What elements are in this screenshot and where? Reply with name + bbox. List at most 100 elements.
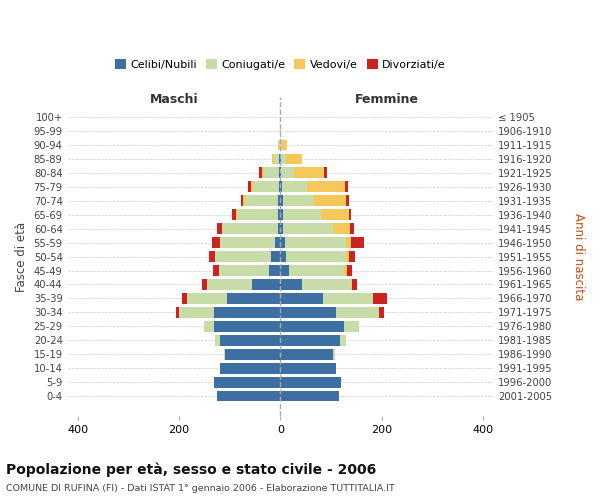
Bar — [280, 335, 340, 345]
Bar — [323, 293, 373, 304]
Bar — [241, 196, 244, 206]
Bar — [351, 237, 364, 248]
Bar — [283, 210, 321, 220]
Bar — [275, 237, 280, 248]
Bar — [280, 168, 281, 178]
Bar — [279, 182, 280, 192]
Bar — [259, 168, 262, 178]
Bar — [280, 237, 286, 248]
Bar — [307, 182, 345, 192]
Text: COMUNE DI RUFINA (FI) - Dati ISTAT 1° gennaio 2006 - Elaborazione TUTTITALIA.IT: COMUNE DI RUFINA (FI) - Dati ISTAT 1° ge… — [6, 484, 395, 493]
Bar — [272, 154, 274, 164]
Bar — [350, 224, 354, 234]
Bar — [253, 182, 279, 192]
Bar — [280, 293, 323, 304]
Bar — [205, 321, 214, 332]
Bar — [349, 251, 355, 262]
Bar — [280, 362, 336, 374]
Bar — [345, 182, 347, 192]
Bar — [302, 279, 351, 290]
Bar — [214, 307, 280, 318]
Bar — [207, 279, 253, 290]
Bar — [313, 196, 346, 206]
Bar — [349, 210, 351, 220]
Bar — [269, 265, 280, 276]
Bar — [251, 182, 253, 192]
Bar — [262, 168, 264, 178]
Bar — [373, 293, 387, 304]
Bar — [237, 210, 278, 220]
Bar — [281, 168, 294, 178]
Bar — [280, 251, 286, 262]
Bar — [347, 265, 352, 276]
Bar — [283, 224, 334, 234]
Text: Femmine: Femmine — [355, 93, 419, 106]
Bar — [278, 224, 280, 234]
Bar — [264, 168, 279, 178]
Bar — [245, 196, 278, 206]
Bar — [280, 390, 338, 402]
Bar — [220, 362, 280, 374]
Bar — [271, 251, 280, 262]
Bar — [379, 307, 384, 318]
Bar — [280, 279, 302, 290]
Bar — [346, 237, 351, 248]
Y-axis label: Fasce di età: Fasce di età — [15, 222, 28, 292]
Text: Maschi: Maschi — [149, 93, 198, 106]
Bar — [283, 196, 313, 206]
Bar — [282, 182, 307, 192]
Bar — [279, 154, 280, 164]
Bar — [222, 224, 278, 234]
Bar — [278, 196, 280, 206]
Bar — [286, 154, 302, 164]
Bar — [214, 376, 280, 388]
Bar — [176, 307, 179, 318]
Bar — [232, 210, 236, 220]
Bar — [215, 335, 220, 345]
Bar — [179, 307, 214, 318]
Bar — [280, 210, 283, 220]
Bar — [217, 390, 280, 402]
Bar — [346, 251, 349, 262]
Bar — [280, 196, 283, 206]
Bar — [280, 321, 344, 332]
Bar — [286, 251, 346, 262]
Bar — [220, 237, 275, 248]
Bar — [325, 168, 327, 178]
Bar — [334, 224, 350, 234]
Bar — [227, 293, 280, 304]
Bar — [202, 279, 207, 290]
Bar — [334, 349, 335, 360]
Bar — [280, 126, 281, 136]
Bar — [280, 140, 282, 150]
Bar — [282, 140, 287, 150]
Bar — [351, 279, 352, 290]
Bar — [344, 321, 359, 332]
Bar — [187, 293, 227, 304]
Bar — [344, 265, 347, 276]
Bar — [248, 182, 251, 192]
Bar — [280, 265, 289, 276]
Bar — [280, 376, 341, 388]
Bar — [182, 293, 187, 304]
Bar — [286, 237, 346, 248]
Bar — [352, 279, 358, 290]
Bar — [280, 224, 283, 234]
Bar — [280, 182, 282, 192]
Bar — [215, 251, 271, 262]
Bar — [280, 349, 334, 360]
Bar — [280, 154, 281, 164]
Bar — [214, 321, 280, 332]
Bar — [289, 265, 344, 276]
Bar — [244, 196, 245, 206]
Bar — [236, 210, 237, 220]
Bar — [209, 251, 215, 262]
Bar — [336, 307, 379, 318]
Bar — [274, 154, 279, 164]
Bar — [321, 210, 349, 220]
Bar — [281, 154, 286, 164]
Bar — [218, 265, 269, 276]
Legend: Celibi/Nubili, Coniugati/e, Vedovi/e, Divorziati/e: Celibi/Nubili, Coniugati/e, Vedovi/e, Di… — [110, 55, 450, 74]
Bar — [279, 168, 280, 178]
Text: Popolazione per età, sesso e stato civile - 2006: Popolazione per età, sesso e stato civil… — [6, 462, 376, 477]
